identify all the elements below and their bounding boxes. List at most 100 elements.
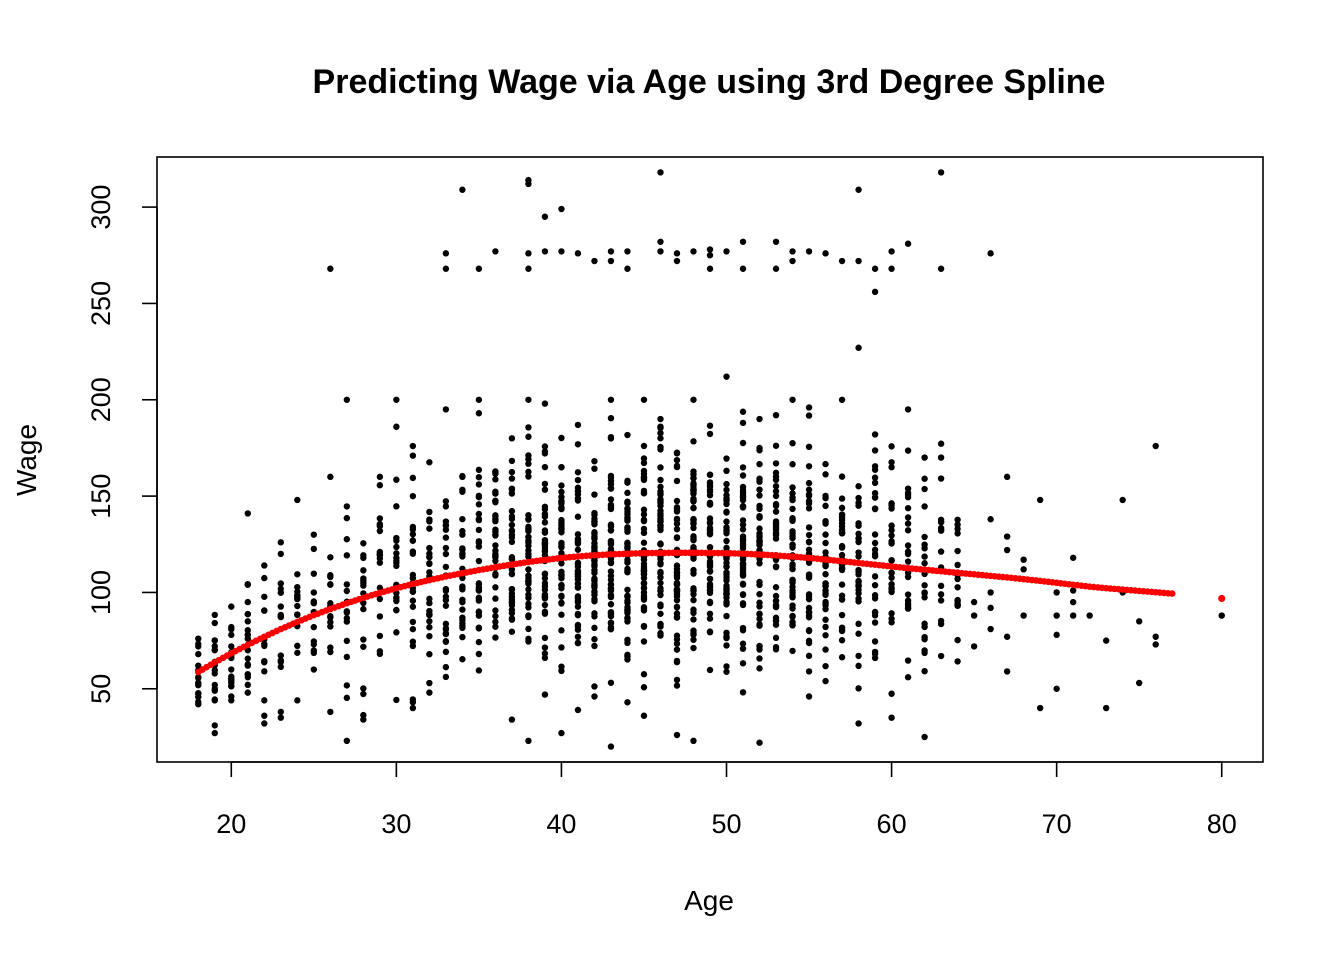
data-point (525, 455, 532, 463)
data-point (888, 527, 895, 534)
y-tick-label: 50 (86, 674, 116, 704)
data-point (607, 568, 615, 575)
data-point (343, 536, 351, 543)
data-point (508, 586, 516, 593)
data-point (591, 582, 598, 590)
data-point (888, 500, 895, 508)
data-point (756, 444, 763, 452)
data-point (739, 645, 747, 652)
data-point (574, 706, 582, 714)
data-point (1020, 556, 1027, 563)
data-point (558, 627, 565, 634)
x-tick-label: 50 (711, 809, 741, 839)
data-point (525, 591, 532, 598)
data-point (937, 582, 945, 590)
data-point (591, 693, 598, 700)
data-point (838, 611, 846, 619)
data-point (1003, 668, 1011, 675)
data-point (607, 414, 615, 422)
data-point (1036, 704, 1044, 712)
data-point (789, 621, 796, 629)
data-point (591, 457, 598, 465)
data-point (723, 480, 730, 488)
data-point (838, 581, 846, 588)
data-point (904, 558, 912, 565)
data-point (525, 737, 532, 745)
data-point (475, 624, 483, 631)
data-point (822, 677, 829, 685)
data-point (921, 503, 928, 510)
data-point (690, 438, 697, 445)
data-point (937, 526, 945, 534)
data-point (195, 680, 202, 687)
data-point (558, 434, 565, 442)
data-point (904, 520, 912, 527)
data-point (211, 729, 218, 737)
data-point (690, 497, 697, 504)
data-point (772, 476, 780, 484)
data-point (426, 689, 433, 696)
data-point (459, 616, 466, 624)
data-point (789, 494, 796, 501)
data-point (624, 431, 631, 439)
data-point (921, 582, 928, 589)
data-point (574, 561, 582, 568)
data-point (541, 610, 549, 617)
data-point (789, 257, 796, 265)
data-point (492, 618, 499, 626)
data-point (525, 515, 532, 523)
data-point (739, 439, 747, 447)
data-point (954, 600, 961, 608)
data-point (756, 492, 763, 499)
data-point (657, 483, 664, 491)
data-point (442, 638, 450, 645)
data-point (442, 534, 450, 541)
data-point (871, 648, 879, 656)
data-point (607, 743, 615, 750)
data-point (591, 642, 598, 650)
data-point (525, 580, 532, 587)
data-point (294, 583, 301, 591)
data-point (574, 573, 582, 580)
data-point (525, 250, 532, 257)
y-tick-label: 150 (86, 474, 116, 519)
data-point (442, 593, 450, 600)
data-point (541, 570, 549, 577)
data-point (376, 515, 384, 522)
data-point (723, 663, 730, 670)
data-point (937, 169, 945, 176)
data-point (822, 591, 829, 599)
data-point (921, 649, 928, 657)
data-point (789, 515, 796, 522)
data-point (739, 689, 747, 696)
data-point (937, 440, 945, 447)
data-point (261, 574, 268, 582)
data-point (1003, 546, 1011, 554)
data-point (673, 462, 681, 470)
data-point (442, 648, 450, 656)
data-point (1218, 612, 1225, 619)
data-point (789, 534, 796, 542)
data-point (822, 616, 829, 623)
data-point (508, 468, 516, 476)
data-point (970, 598, 978, 606)
data-point (921, 667, 928, 675)
data-point (541, 634, 549, 642)
y-tick-label: 300 (86, 185, 116, 230)
data-point (261, 607, 268, 614)
data-point (591, 257, 598, 265)
data-point (739, 660, 747, 667)
data-point (871, 265, 879, 272)
data-point (772, 492, 780, 500)
data-point (954, 584, 961, 591)
data-point (673, 456, 681, 464)
data-point (525, 433, 532, 440)
data-point (657, 515, 664, 522)
data-point (376, 482, 384, 489)
data-point (954, 516, 961, 523)
data-point (409, 474, 417, 482)
data-point (838, 624, 846, 631)
data-point (805, 479, 813, 487)
data-point (426, 607, 433, 615)
data-point (937, 454, 945, 461)
